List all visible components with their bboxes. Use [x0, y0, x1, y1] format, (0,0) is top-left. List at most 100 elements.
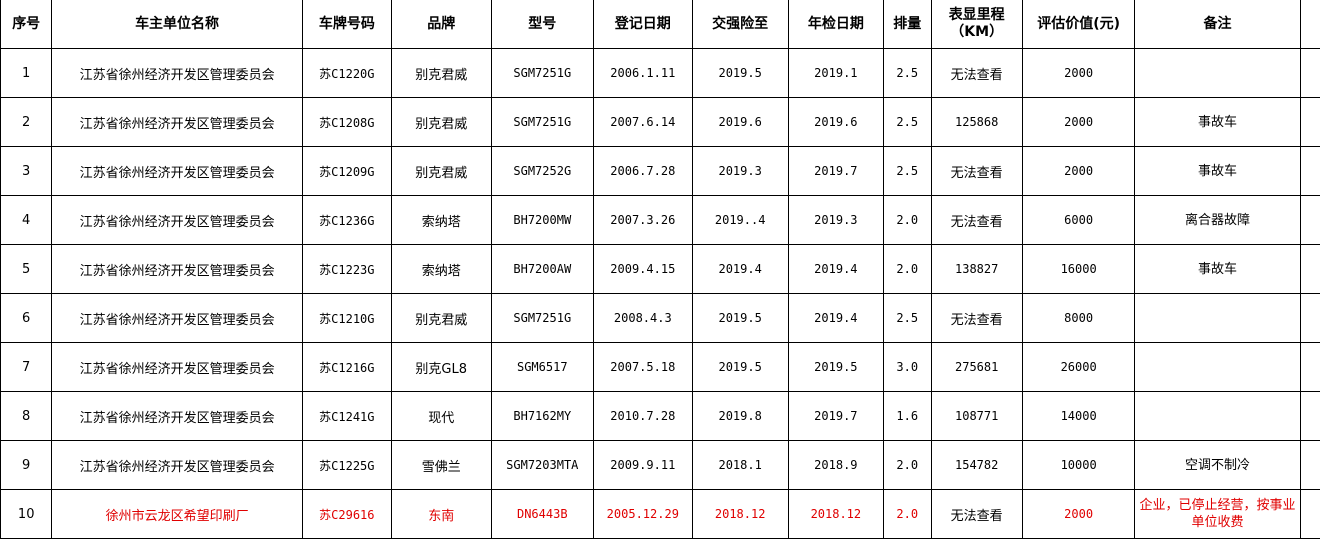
- cell-no: 10: [0, 489, 53, 539]
- cell-reg: 2009.4.15: [593, 244, 693, 294]
- cell-model: BH7200AW: [490, 244, 595, 294]
- cell-disp: 2.5: [882, 146, 932, 196]
- cell-value: 2000: [1021, 97, 1136, 147]
- cell-owner: 江苏省徐州经济开发区管理委员会: [51, 48, 303, 98]
- cell-no: 9: [0, 440, 53, 490]
- cell-note: 离合器故障: [1134, 195, 1301, 245]
- cell-no: 6: [0, 293, 53, 343]
- cell-mileage: 无法查看: [930, 489, 1023, 539]
- cell-brand: 现代: [390, 391, 492, 441]
- cell-note: 事故车: [1134, 244, 1301, 294]
- cell-model: DN6443B: [490, 489, 595, 539]
- cell-disp: 2.0: [882, 244, 932, 294]
- cell-disp: 2.5: [882, 293, 932, 343]
- table-row: 2 江苏省徐州经济开发区管理委员会 苏C1208G 别克君威 SGM7251G 2007.…: [0, 97, 1320, 147]
- cell-brand: 索纳塔: [390, 195, 492, 245]
- cell-model: SGM7251G: [490, 293, 595, 343]
- cell-note: [1134, 342, 1301, 392]
- header-mileage: 表显里程（KM）: [930, 0, 1023, 49]
- table-row: 8 江苏省徐州经济开发区管理委员会 苏C1241G 现代 BH7162MY 2010.7.…: [0, 391, 1320, 441]
- cell-mileage: 154782: [930, 440, 1023, 490]
- cell-note: [1134, 391, 1301, 441]
- cell-mileage: 无法查看: [930, 146, 1023, 196]
- header-insurance: 交强险至: [691, 0, 789, 49]
- cell-inspect: 2018.9: [787, 440, 884, 490]
- cell-model: SGM7252G: [490, 146, 595, 196]
- table-row: 9 江苏省徐州经济开发区管理委员会 苏C1225G 雪佛兰 SGM7203MTA 2009…: [0, 440, 1320, 490]
- cell-model: SGM7203MTA: [490, 440, 595, 490]
- table-row: 3 江苏省徐州经济开发区管理委员会 苏C1209G 别克君威 SGM7252G 2006.…: [0, 146, 1320, 196]
- header-value: 评估价值(元): [1021, 0, 1136, 49]
- cell-brand: 别克君威: [390, 146, 492, 196]
- header-displacement: 排量: [882, 0, 932, 49]
- cell-owner: 江苏省徐州经济开发区管理委员会: [51, 440, 303, 490]
- header-inspection: 年检日期: [787, 0, 884, 49]
- header-no: 序号: [0, 0, 53, 49]
- cell-inspect: 2019.1: [787, 48, 884, 98]
- header-reg-date: 登记日期: [593, 0, 693, 49]
- cell-extra: [1299, 97, 1320, 147]
- cell-note: [1134, 48, 1301, 98]
- cell-ins: 2019.6: [691, 97, 789, 147]
- table-row: 5 江苏省徐州经济开发区管理委员会 苏C1223G 索纳塔 BH7200AW 2009.4…: [0, 244, 1320, 294]
- cell-brand: 别克君威: [390, 97, 492, 147]
- cell-owner: 江苏省徐州经济开发区管理委员会: [51, 391, 303, 441]
- cell-mileage: 138827: [930, 244, 1023, 294]
- cell-owner: 江苏省徐州经济开发区管理委员会: [51, 146, 303, 196]
- cell-plate: 苏C1241G: [301, 391, 392, 441]
- cell-no: 4: [0, 195, 53, 245]
- cell-value: 10000: [1021, 440, 1136, 490]
- cell-value: 26000: [1021, 342, 1136, 392]
- cell-disp: 2.0: [882, 489, 932, 539]
- cell-reg: 2010.7.28: [593, 391, 693, 441]
- extra-column: [1299, 0, 1320, 49]
- cell-extra: [1299, 489, 1320, 539]
- cell-model: SGM6517: [490, 342, 595, 392]
- cell-note: 空调不制冷: [1134, 440, 1301, 490]
- cell-extra: [1299, 342, 1320, 392]
- table-row: 4 江苏省徐州经济开发区管理委员会 苏C1236G 索纳塔 BH7200MW 2007.3…: [0, 195, 1320, 245]
- cell-mileage: 275681: [930, 342, 1023, 392]
- cell-plate: 苏C29616: [301, 489, 392, 539]
- cell-reg: 2005.12.29: [593, 489, 693, 539]
- cell-plate: 苏C1223G: [301, 244, 392, 294]
- cell-no: 7: [0, 342, 53, 392]
- cell-inspect: 2019.3: [787, 195, 884, 245]
- cell-reg: 2006.1.11: [593, 48, 693, 98]
- cell-reg: 2009.9.11: [593, 440, 693, 490]
- header-plate: 车牌号码: [301, 0, 392, 49]
- cell-value: 6000: [1021, 195, 1136, 245]
- cell-no: 1: [0, 48, 53, 98]
- cell-note: [1134, 293, 1301, 343]
- cell-model: BH7162MY: [490, 391, 595, 441]
- cell-disp: 2.0: [882, 440, 932, 490]
- cell-note: 企业，已停止经营，按事业单位收费: [1134, 489, 1301, 539]
- cell-inspect: 2018.12: [787, 489, 884, 539]
- cell-reg: 2007.5.18: [593, 342, 693, 392]
- cell-ins: 2019.5: [691, 293, 789, 343]
- cell-inspect: 2019.7: [787, 391, 884, 441]
- cell-inspect: 2019.5: [787, 342, 884, 392]
- cell-inspect: 2019.7: [787, 146, 884, 196]
- cell-ins: 2018.12: [691, 489, 789, 539]
- cell-disp: 2.5: [882, 48, 932, 98]
- cell-disp: 1.6: [882, 391, 932, 441]
- cell-extra: [1299, 440, 1320, 490]
- header-owner: 车主单位名称: [51, 0, 303, 49]
- cell-value: 2000: [1021, 48, 1136, 98]
- cell-note: 事故车: [1134, 97, 1301, 147]
- cell-ins: 2018.1: [691, 440, 789, 490]
- cell-value: 2000: [1021, 489, 1136, 539]
- cell-extra: [1299, 48, 1320, 98]
- cell-value: 16000: [1021, 244, 1136, 294]
- cell-owner: 徐州市云龙区希望印刷厂: [51, 489, 303, 539]
- cell-plate: 苏C1236G: [301, 195, 392, 245]
- cell-plate: 苏C1225G: [301, 440, 392, 490]
- cell-brand: 别克君威: [390, 48, 492, 98]
- cell-mileage: 125868: [930, 97, 1023, 147]
- cell-ins: 2019.3: [691, 146, 789, 196]
- cell-disp: 2.0: [882, 195, 932, 245]
- cell-extra: [1299, 195, 1320, 245]
- cell-mileage: 无法查看: [930, 293, 1023, 343]
- cell-ins: 2019..4: [691, 195, 789, 245]
